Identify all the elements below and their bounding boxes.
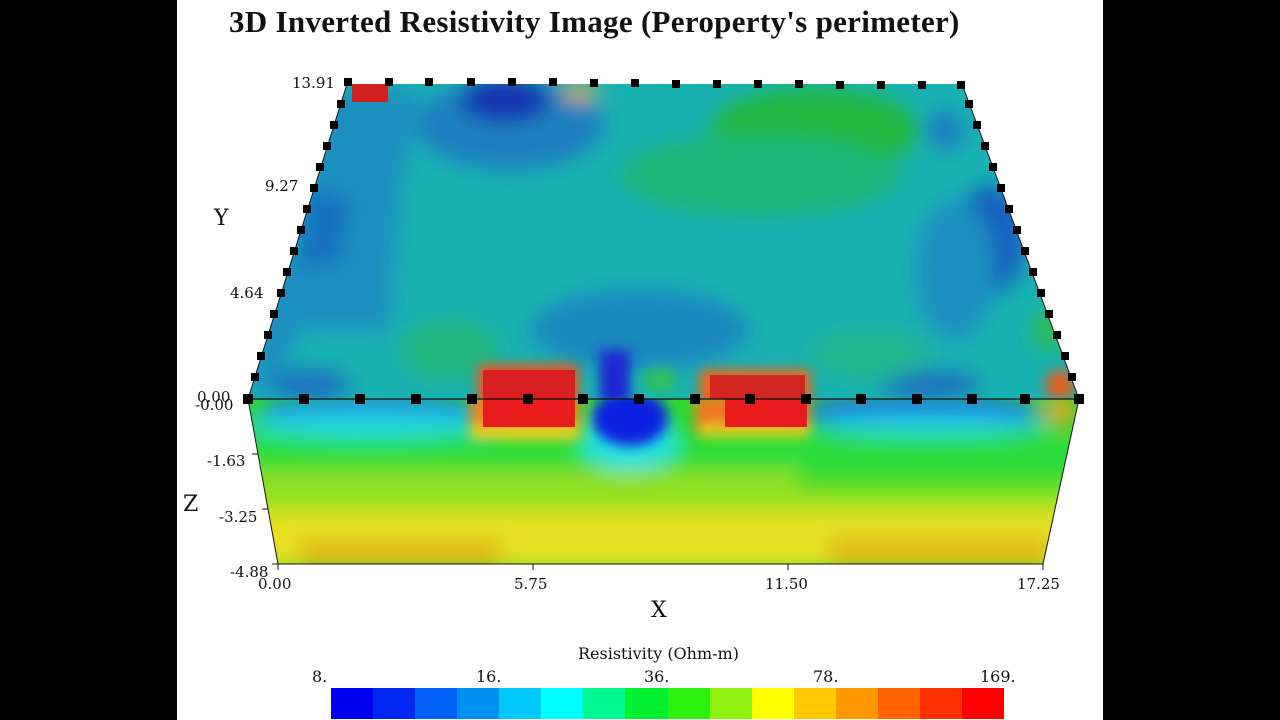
z-axis-label: Z <box>183 492 199 517</box>
colorbar-swatch <box>331 688 374 719</box>
colorbar-tick: 169. <box>980 667 1016 686</box>
front-face <box>248 399 1079 564</box>
colorbar-swatch <box>457 688 500 719</box>
colorbar-swatch <box>961 688 1004 719</box>
z-tick-label: -4.88 <box>230 563 269 581</box>
colorbar-tick: 16. <box>476 667 502 686</box>
x-tick-label: 0.00 <box>258 575 292 593</box>
colorbar-title: Resistivity (Ohm-m) <box>578 644 739 663</box>
colorbar-swatch <box>667 688 710 719</box>
colorbar-tick: 78. <box>813 667 839 686</box>
colorbar-tick: 36. <box>644 667 670 686</box>
x-tick-label: 11.50 <box>765 575 808 593</box>
y-tick-label: 4.64 <box>230 284 264 302</box>
x-axis-label: X <box>651 598 667 623</box>
colorbar-swatch <box>373 688 416 719</box>
colorbar-swatch <box>625 688 668 719</box>
colorbar-swatch <box>415 688 458 719</box>
y-tick-label: 9.27 <box>265 177 299 195</box>
colorbar-swatch <box>835 688 878 719</box>
colorbar-tick: 8. <box>312 667 328 686</box>
electrodes <box>243 78 1084 404</box>
colorbar-swatch <box>919 688 962 719</box>
z-tick-label: -0.00 <box>195 396 234 414</box>
colorbar-swatch <box>877 688 920 719</box>
y-tick-label: 13.91 <box>292 74 335 92</box>
colorbar-swatch <box>793 688 836 719</box>
z-tick-label: -3.25 <box>219 508 258 526</box>
colorbar-swatch <box>583 688 626 719</box>
colorbar <box>331 688 1004 719</box>
colorbar-swatch <box>751 688 794 719</box>
x-tick-label: 17.25 <box>1017 575 1060 593</box>
chart-title: 3D Inverted Resistivity Image (Peroperty… <box>229 4 960 39</box>
colorbar-swatch <box>709 688 752 719</box>
top-face <box>248 84 1079 399</box>
z-tick-label: -1.63 <box>207 452 246 470</box>
colorbar-swatch <box>541 688 584 719</box>
y-tick-label: 0.00 <box>197 388 231 406</box>
y-axis-label: Y <box>214 206 229 231</box>
x-tick-label: 5.75 <box>514 575 548 593</box>
colorbar-swatch <box>499 688 542 719</box>
